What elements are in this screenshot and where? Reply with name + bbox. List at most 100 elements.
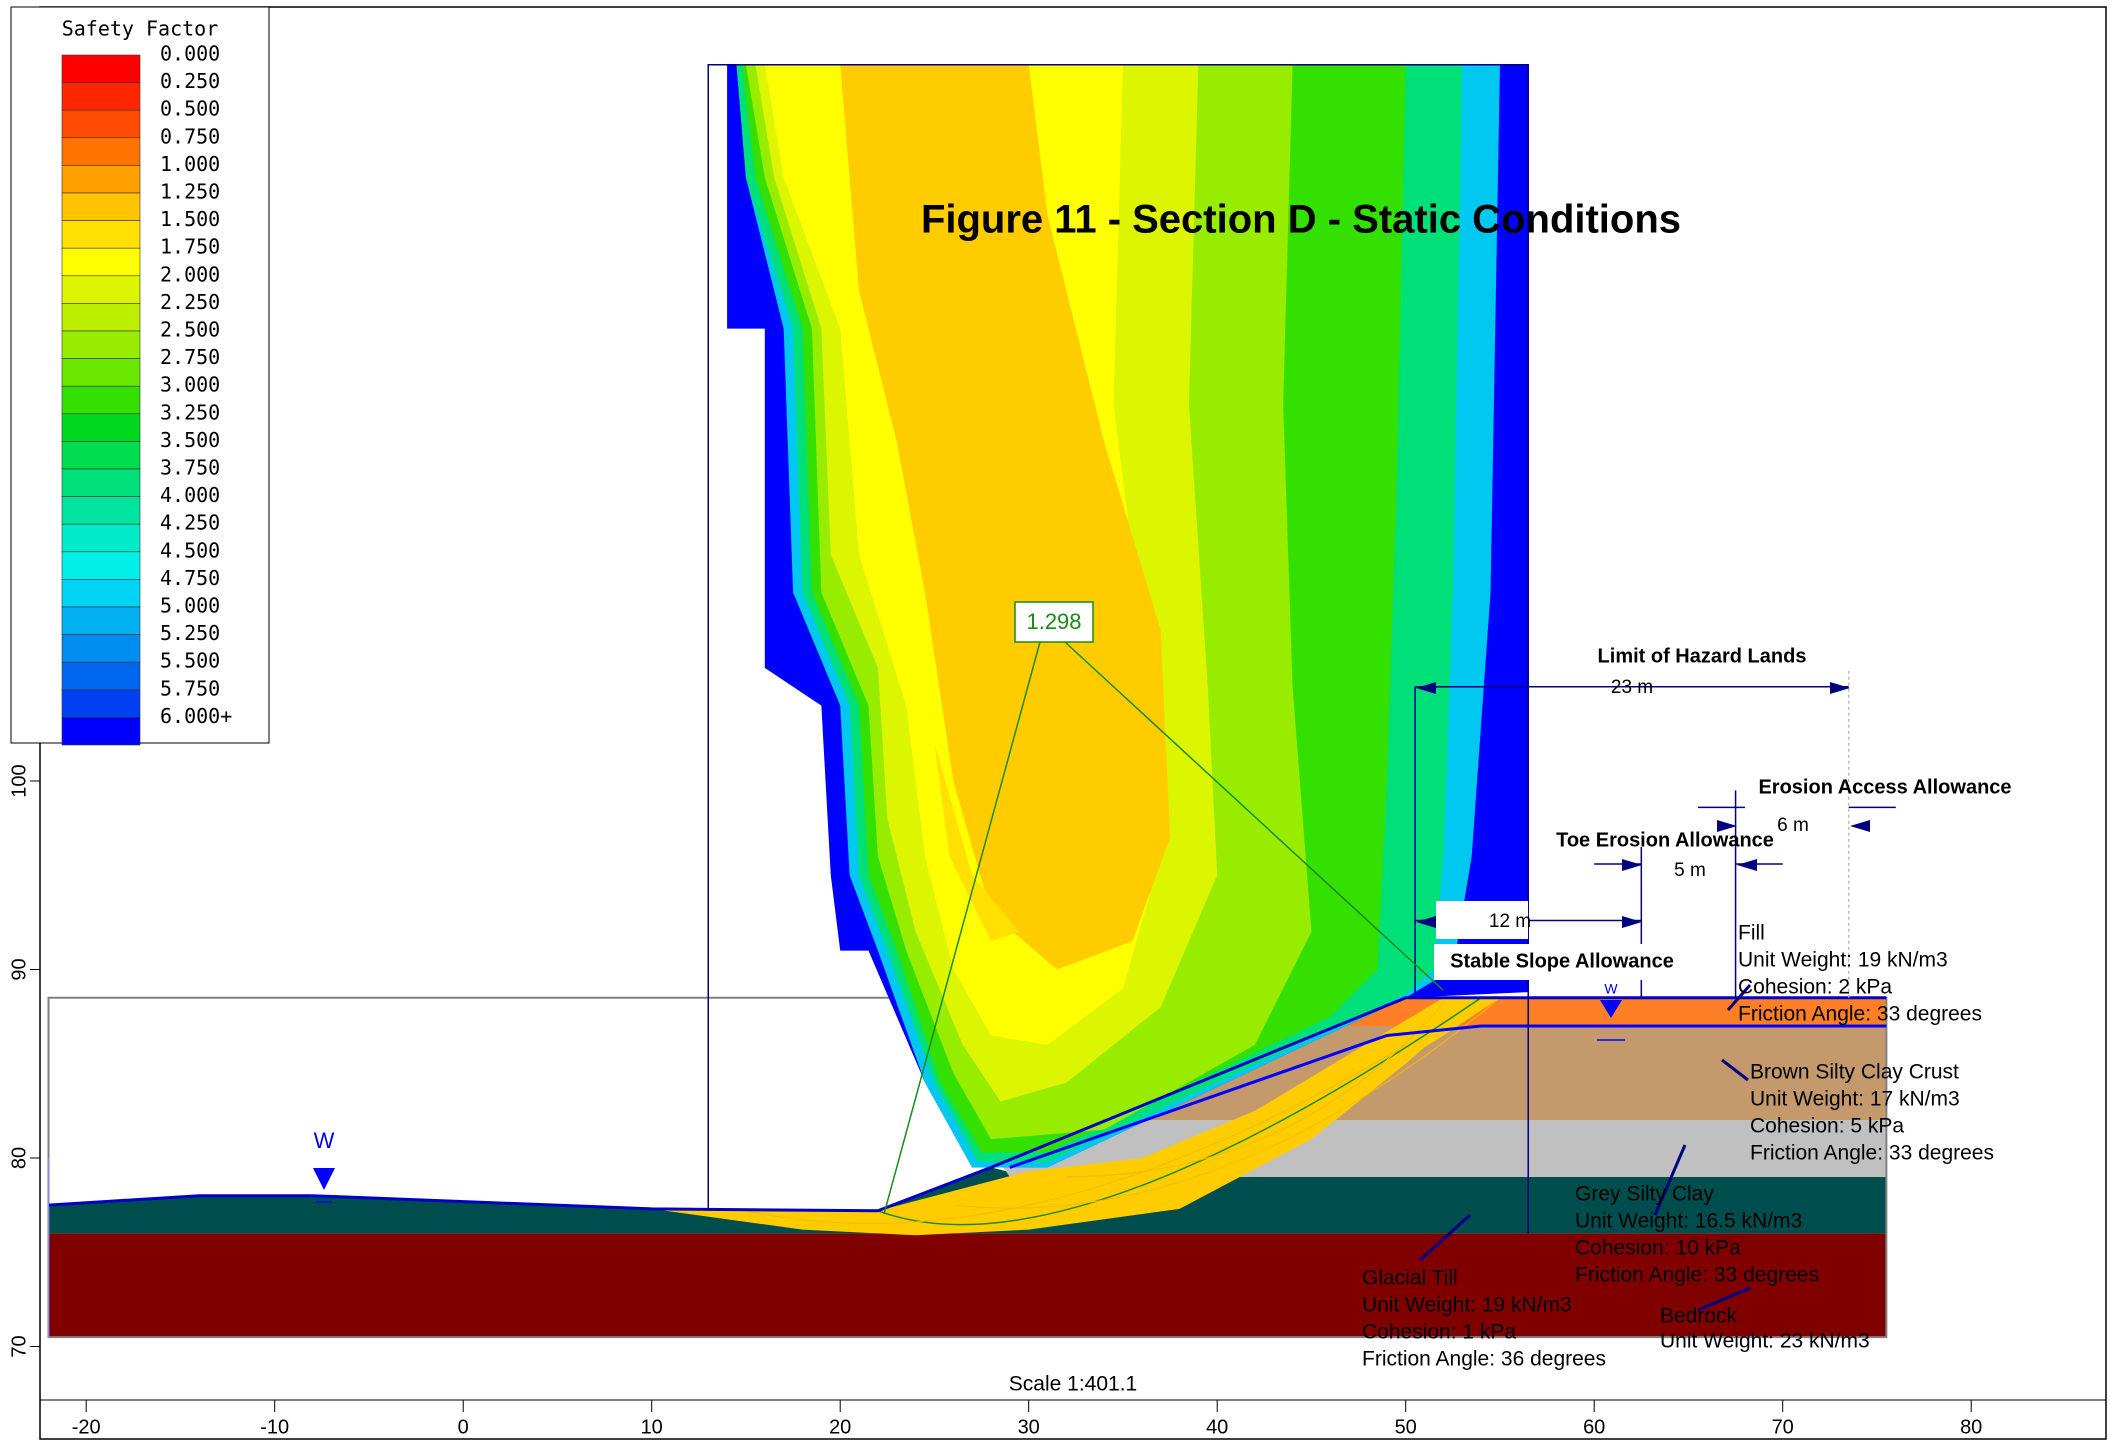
model: 1.298 W W Limit of Hazard Lands 23 m Ero… <box>49 65 2012 1371</box>
legend-label: 1.500 <box>160 207 220 231</box>
ground-surface <box>49 998 1887 1211</box>
legend-swatch <box>61 689 141 718</box>
material-property: Cohesion: 2 kPa <box>1738 976 1892 999</box>
material-name: Brown Silty Clay Crust <box>1750 1061 1959 1084</box>
y-tick-label: 70 <box>8 1335 30 1357</box>
legend-label: 1.000 <box>160 152 220 176</box>
dimension-length: 6 m <box>1777 815 1809 836</box>
legend-label: 3.750 <box>160 456 220 480</box>
legend-label: 5.500 <box>160 649 220 673</box>
x-tick-label: 30 <box>1018 1416 1040 1438</box>
legend-label: 0.250 <box>160 69 220 93</box>
legend-swatch <box>61 468 141 497</box>
legend-label: 3.500 <box>160 428 220 452</box>
page-title: Figure 11 - Section D - Static Condition… <box>921 198 1681 242</box>
legend-label: 0.750 <box>160 124 220 148</box>
legend-label: 2.750 <box>160 345 220 369</box>
material-name: Glacial Till <box>1362 1267 1458 1290</box>
material-name: Fill <box>1738 922 1765 945</box>
legend-swatch <box>61 275 141 304</box>
legend-label: 5.250 <box>160 621 220 645</box>
legend-label: 4.500 <box>160 538 220 562</box>
legend: 0.000 0.250 0.500 0.750 1.000 1.250 1.500 1.750… <box>61 42 232 746</box>
bedrock-layer <box>48 1233 1887 1338</box>
legend-swatch <box>61 606 141 635</box>
legend-swatch <box>61 109 141 139</box>
legend-swatch <box>61 137 141 166</box>
legend-label: 0.500 <box>160 97 220 121</box>
legend-swatch <box>61 441 141 470</box>
legend-swatch <box>61 523 141 553</box>
material-name: Grey Silty Clay <box>1575 1183 1714 1206</box>
material-property: Unit Weight: 23 kN/m3 <box>1660 1330 1870 1353</box>
legend-label: 0.000 <box>160 42 220 66</box>
material-property: Friction Angle: 36 degrees <box>1362 1348 1606 1371</box>
legend-swatch <box>61 358 141 387</box>
slip-lines <box>746 998 1500 1224</box>
y-tick-label: 80 <box>8 1147 30 1169</box>
critical-surface <box>878 998 1481 1225</box>
legend-label: 5.750 <box>160 676 220 700</box>
legend-label: 5.000 <box>160 594 220 618</box>
material-property: Unit Weight: 17 kN/m3 <box>1750 1088 1960 1111</box>
dimension-length: 5 m <box>1674 860 1706 881</box>
legend-swatch <box>61 247 141 277</box>
factor-box <box>1014 601 1094 643</box>
legend-label: 3.250 <box>160 400 220 424</box>
material-property: Unit Weight: 19 kN/m3 <box>1362 1294 1572 1317</box>
legend-label: 2.500 <box>160 318 220 342</box>
dimension-length: 23 m <box>1611 677 1653 698</box>
material-property: Cohesion: 1 kPa <box>1362 1321 1516 1344</box>
legend-swatch <box>61 496 141 525</box>
legend-label: 1.750 <box>160 235 220 259</box>
x-tick-label: -10 <box>260 1416 289 1438</box>
x-tick-label: 50 <box>1395 1416 1417 1438</box>
legend-label: 6.000+ <box>160 704 232 728</box>
x-tick-label: 40 <box>1206 1416 1228 1438</box>
leader-line <box>1064 641 1444 991</box>
legend-label: 4.000 <box>160 483 220 507</box>
dimension-title: Limit of Hazard Lands <box>1598 645 1807 667</box>
material-arrows <box>1418 984 1752 1312</box>
water-marker <box>1600 1000 1622 1018</box>
contour-band <box>840 64 1171 970</box>
legend-swatch <box>61 165 141 194</box>
dimension-title: Erosion Access Allowance <box>1758 776 2011 798</box>
legend-swatch <box>61 413 141 442</box>
critical-factor: 1.298 <box>1026 609 1081 634</box>
legend-swatch <box>61 551 141 580</box>
legend-label: 1.250 <box>160 180 220 204</box>
material-property: Friction Angle: 33 degrees <box>1750 1142 1994 1165</box>
legend-label: 4.750 <box>160 566 220 590</box>
x-tick-label: 20 <box>829 1416 851 1438</box>
legend-label: 3.000 <box>160 373 220 397</box>
label-box <box>1434 944 1689 980</box>
legend-label: 2.000 <box>160 262 220 286</box>
legend-swatch <box>61 82 141 111</box>
legend-swatch <box>61 385 141 415</box>
slip-surfaces <box>651 997 1482 1236</box>
dimension-title: Stable Slope Allowance <box>1450 950 1674 972</box>
water-label: W <box>314 1128 335 1153</box>
dimension-title: Toe Erosion Allowance <box>1556 829 1774 851</box>
legend-swatch <box>61 717 141 746</box>
legend-swatch <box>61 579 141 608</box>
legend-swatch <box>61 303 141 332</box>
y-tick-label: 90 <box>8 958 30 980</box>
x-tick-label: -20 <box>72 1416 101 1438</box>
water-table <box>1010 1026 1887 1167</box>
legend-swatch <box>61 220 141 249</box>
dimension-length: 12 m <box>1489 911 1531 932</box>
contour-band <box>934 743 1020 942</box>
y-tick-label: 100 <box>8 764 30 797</box>
x-tick-label: 60 <box>1583 1416 1605 1438</box>
legend-label: 2.250 <box>160 290 220 314</box>
x-tick-label: 0 <box>458 1416 469 1438</box>
label-box <box>1436 901 1528 939</box>
legend-swatch <box>61 54 141 83</box>
water-marker <box>313 1168 335 1190</box>
scale-label: Scale 1:401.1 <box>1009 1373 1137 1396</box>
water-label: W <box>1604 981 1618 997</box>
legend-swatch <box>61 330 141 359</box>
